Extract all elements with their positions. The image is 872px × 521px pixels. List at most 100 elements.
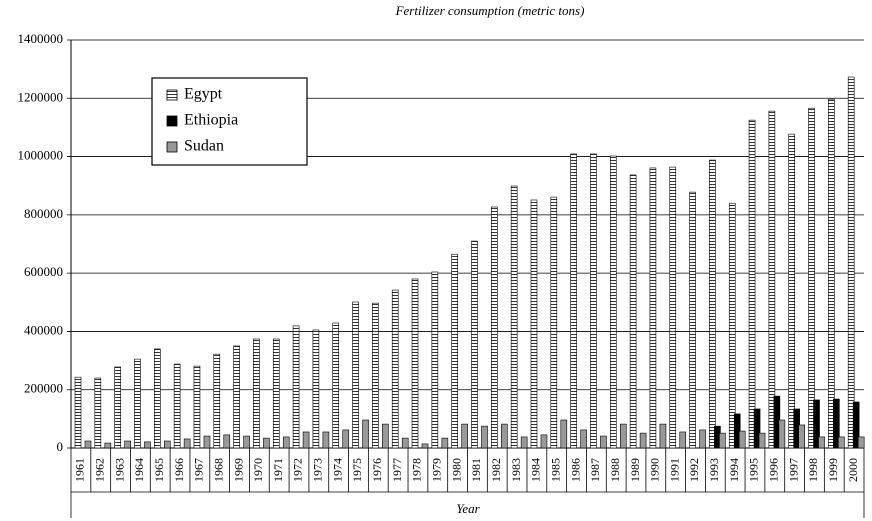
bar: [659, 423, 667, 449]
y-tick-label: 0: [57, 439, 64, 454]
bar: [104, 442, 112, 449]
bar: [272, 338, 280, 449]
x-tick-label: 1968: [211, 458, 225, 482]
bar: [302, 431, 310, 449]
legend-swatch: [166, 89, 178, 101]
bar: [719, 432, 726, 449]
x-tick-label: 1993: [707, 458, 721, 482]
bar: [183, 438, 191, 449]
bar: [629, 174, 637, 449]
bar: [332, 322, 340, 449]
bar: [263, 437, 270, 449]
x-tick-label: 1976: [370, 458, 384, 482]
bar: [778, 419, 786, 449]
x-tick-label: 1997: [786, 458, 800, 482]
bar: [193, 365, 201, 449]
x-tick-label: 1964: [132, 458, 146, 482]
bar: [144, 441, 151, 449]
x-tick-label: 1979: [430, 458, 444, 482]
x-tick-label: 1982: [489, 458, 503, 482]
x-tick-label: 1992: [687, 458, 701, 482]
bar: [213, 353, 221, 449]
bar: [838, 436, 845, 449]
bar: [818, 436, 825, 449]
x-tick-label: 1998: [806, 458, 820, 482]
bar: [813, 399, 820, 449]
x-axis-label: Year: [456, 501, 480, 516]
bar: [421, 443, 429, 449]
bar: [649, 167, 657, 449]
y-tick-label: 800000: [24, 206, 63, 221]
bar: [709, 159, 716, 449]
x-tick-label: 1974: [330, 458, 344, 482]
bar: [689, 191, 696, 449]
x-tick-label: 1967: [192, 458, 206, 482]
bar: [753, 408, 761, 449]
bar: [491, 206, 498, 449]
bar: [124, 440, 131, 449]
x-tick-label: 1990: [648, 458, 662, 482]
legend-label: Sudan: [184, 138, 224, 155]
x-tick-label: 1994: [727, 458, 741, 482]
y-tick-label: 1400000: [18, 31, 64, 46]
y-tick-label: 1000000: [18, 148, 64, 163]
x-tick-label: 1962: [92, 458, 106, 482]
chart-title: Fertilizer consumption (metric tons): [395, 3, 585, 18]
bar: [352, 301, 359, 449]
x-tick-label: 1985: [548, 458, 562, 482]
x-tick-label: 1984: [529, 458, 543, 482]
bar: [520, 436, 528, 449]
y-tick-label: 200000: [24, 381, 63, 396]
x-tick-label: 1973: [311, 458, 325, 482]
bar: [798, 424, 806, 449]
x-tick-label: 1988: [608, 458, 622, 482]
bar: [253, 338, 260, 449]
x-tick-label: 1975: [350, 458, 364, 482]
bar: [481, 425, 488, 449]
x-tick-label: 1999: [826, 458, 840, 482]
bar: [292, 325, 300, 449]
bar: [580, 429, 587, 449]
legend-label: Ethiopia: [184, 112, 238, 129]
y-tick-label: 600000: [24, 264, 63, 279]
bar: [114, 366, 121, 449]
bar: [808, 107, 815, 449]
x-tick-label: 1987: [588, 458, 602, 482]
bar: [223, 434, 231, 449]
bar: [510, 185, 518, 449]
bar: [540, 434, 548, 449]
bar: [154, 348, 161, 449]
bar: [322, 431, 330, 449]
bar: [74, 376, 82, 449]
bar: [748, 119, 756, 449]
bar: [164, 440, 171, 449]
x-tick-label: 1977: [390, 458, 404, 482]
y-tick-label: 400000: [24, 322, 63, 337]
bar: [728, 202, 736, 449]
bar: [788, 133, 796, 449]
bar: [431, 271, 439, 449]
bar: [362, 419, 369, 449]
bar: [282, 436, 290, 449]
bar: [411, 278, 419, 449]
bar: [391, 289, 399, 449]
bar: [94, 377, 102, 449]
bar: [233, 345, 240, 449]
bar: [738, 430, 746, 449]
y-tick-label: 1200000: [18, 89, 64, 104]
x-tick-label: 2000: [846, 458, 860, 482]
bar: [590, 153, 597, 449]
bar: [471, 240, 478, 449]
x-tick-label: 1963: [112, 458, 126, 482]
bar: [679, 431, 687, 449]
bar: [501, 423, 508, 449]
bar: [857, 436, 865, 449]
bar: [560, 419, 568, 449]
bar: [243, 435, 250, 449]
bar: [550, 196, 558, 449]
bar: [768, 110, 776, 449]
bar: [669, 166, 677, 449]
bar: [382, 423, 389, 449]
x-tick-label: 1972: [291, 458, 305, 482]
x-tick-label: 1996: [767, 458, 781, 482]
